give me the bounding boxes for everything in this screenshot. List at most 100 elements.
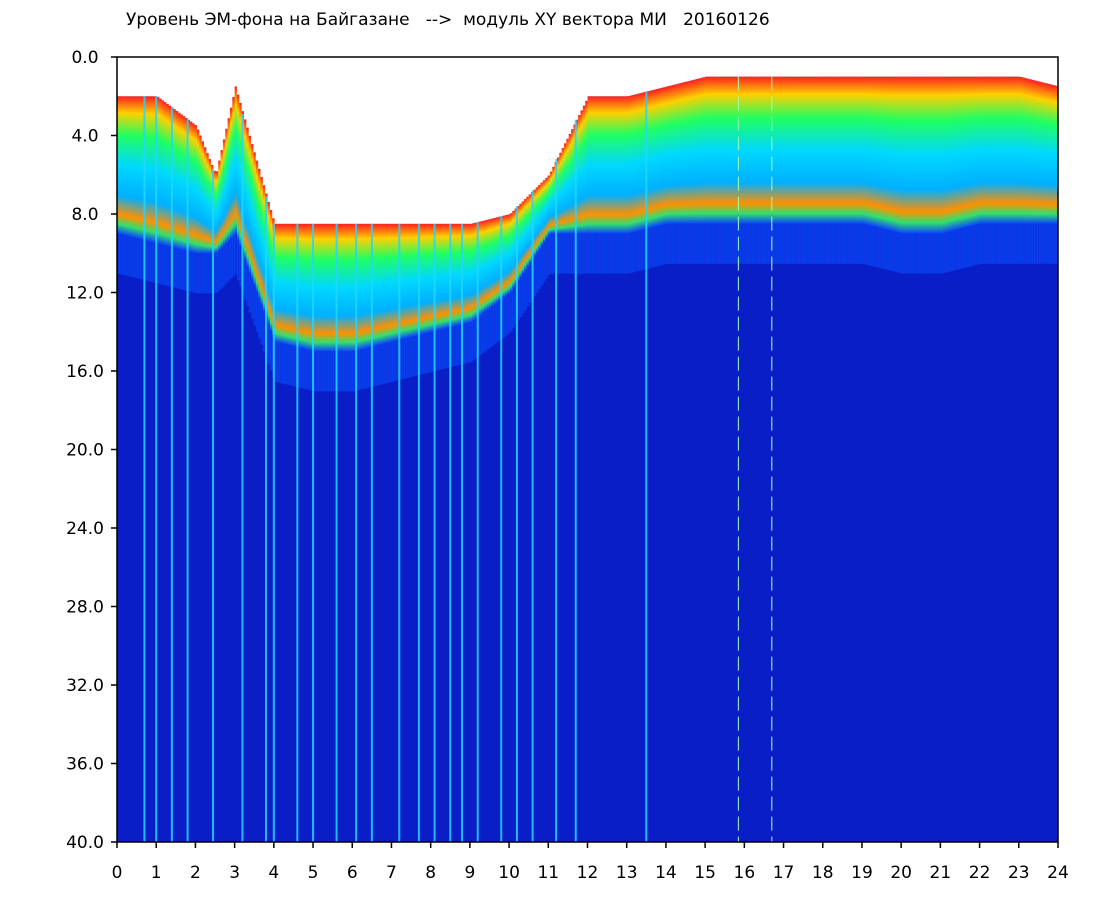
heat-fade	[571, 233, 574, 274]
heat-fade	[963, 227, 967, 268]
heat-fade	[486, 309, 490, 350]
heat-fade	[180, 249, 184, 290]
heat-blank	[848, 57, 852, 77]
heat-column	[970, 76, 974, 226]
heat-blank	[241, 57, 245, 112]
heat-blank	[796, 57, 800, 77]
heat-blank	[286, 57, 290, 224]
heat-column	[1003, 76, 1007, 224]
heat-fade	[992, 223, 996, 264]
heat-blank	[319, 57, 323, 224]
heat-blank	[1029, 57, 1033, 80]
heat-blank	[333, 57, 337, 224]
heat-column	[912, 76, 916, 234]
heat-blank	[415, 57, 419, 224]
heat-blank	[274, 57, 278, 224]
heat-fade	[942, 233, 946, 274]
heat-blank	[359, 57, 363, 224]
heat-column	[1008, 76, 1012, 224]
heat-blank	[156, 57, 160, 97]
heat-column	[705, 76, 709, 224]
heat-fade	[829, 223, 833, 264]
heat-blank	[890, 57, 894, 77]
heat-fade	[194, 253, 198, 294]
heat-column	[439, 223, 443, 330]
heat-fade	[996, 223, 1000, 264]
x-tick-label-23: 23	[1008, 863, 1030, 883]
heat-blank	[413, 57, 417, 224]
heat-blank	[521, 57, 525, 202]
heat-column	[658, 88, 662, 226]
heat-column	[841, 76, 845, 224]
heat-column	[201, 141, 205, 254]
heat-fade	[749, 223, 753, 264]
heat-fade	[248, 272, 252, 313]
heat-blank	[872, 57, 876, 77]
heat-blank	[253, 57, 257, 153]
heat-blank	[578, 57, 582, 116]
heat-column	[168, 105, 172, 247]
heat-fade	[284, 344, 287, 385]
heat-column	[462, 223, 466, 324]
heat-fade	[655, 226, 659, 267]
heat-column	[359, 223, 363, 350]
heat-column	[124, 96, 128, 236]
heat-blank	[665, 57, 669, 87]
heat-blank	[853, 57, 857, 77]
x-tick-label-5: 5	[308, 863, 319, 883]
heat-fade	[305, 349, 309, 390]
heat-column	[785, 76, 789, 224]
heat-blank	[422, 57, 426, 224]
heat-fade	[342, 351, 346, 392]
heat-fade	[204, 253, 207, 294]
heat-fade	[886, 229, 890, 270]
heat-blank	[507, 57, 511, 215]
heat-column	[333, 223, 337, 352]
heat-fade	[526, 266, 530, 307]
heat-blank	[754, 57, 758, 77]
heat-blank	[850, 57, 854, 77]
heat-blank	[825, 57, 829, 77]
heat-column	[561, 148, 565, 234]
heat-column	[978, 76, 981, 225]
heat-fade	[1003, 223, 1007, 264]
heat-fade	[893, 231, 897, 272]
heat-blank	[476, 57, 480, 223]
heat-column	[667, 86, 671, 224]
heat-fade	[632, 232, 636, 273]
heat-blank	[394, 57, 398, 224]
heat-fade	[926, 233, 930, 274]
heat-column	[603, 96, 607, 234]
heat-fade	[815, 223, 819, 264]
heat-column	[215, 171, 219, 253]
x-tick-label-10: 10	[498, 863, 520, 883]
heat-fade	[356, 350, 360, 391]
heat-column	[229, 107, 233, 239]
heat-blank	[615, 57, 619, 97]
heat-blank	[168, 57, 172, 106]
heat-fade	[441, 329, 445, 370]
heat-fade	[375, 345, 379, 386]
heat-blank	[326, 57, 330, 224]
heat-column	[782, 76, 786, 224]
heat-blank	[738, 57, 742, 77]
heat-column	[533, 189, 537, 256]
heat-fade	[347, 351, 351, 392]
heat-column	[959, 76, 963, 229]
x-tick-label-0: 0	[112, 863, 123, 883]
heat-fade	[928, 233, 932, 274]
heat-fade	[443, 328, 447, 369]
heat-column	[568, 133, 572, 234]
heat-column	[582, 105, 586, 234]
heat-column	[702, 77, 706, 224]
heat-blank	[152, 57, 156, 97]
heat-fade	[912, 233, 916, 274]
heat-column	[286, 223, 290, 345]
heat-column	[1001, 76, 1005, 224]
heat-blank	[291, 57, 295, 224]
x-tick-label-13: 13	[616, 863, 638, 883]
heat-column	[443, 223, 447, 329]
heat-fade	[860, 223, 864, 264]
heat-fade	[787, 223, 791, 264]
heat-blank	[585, 57, 589, 101]
